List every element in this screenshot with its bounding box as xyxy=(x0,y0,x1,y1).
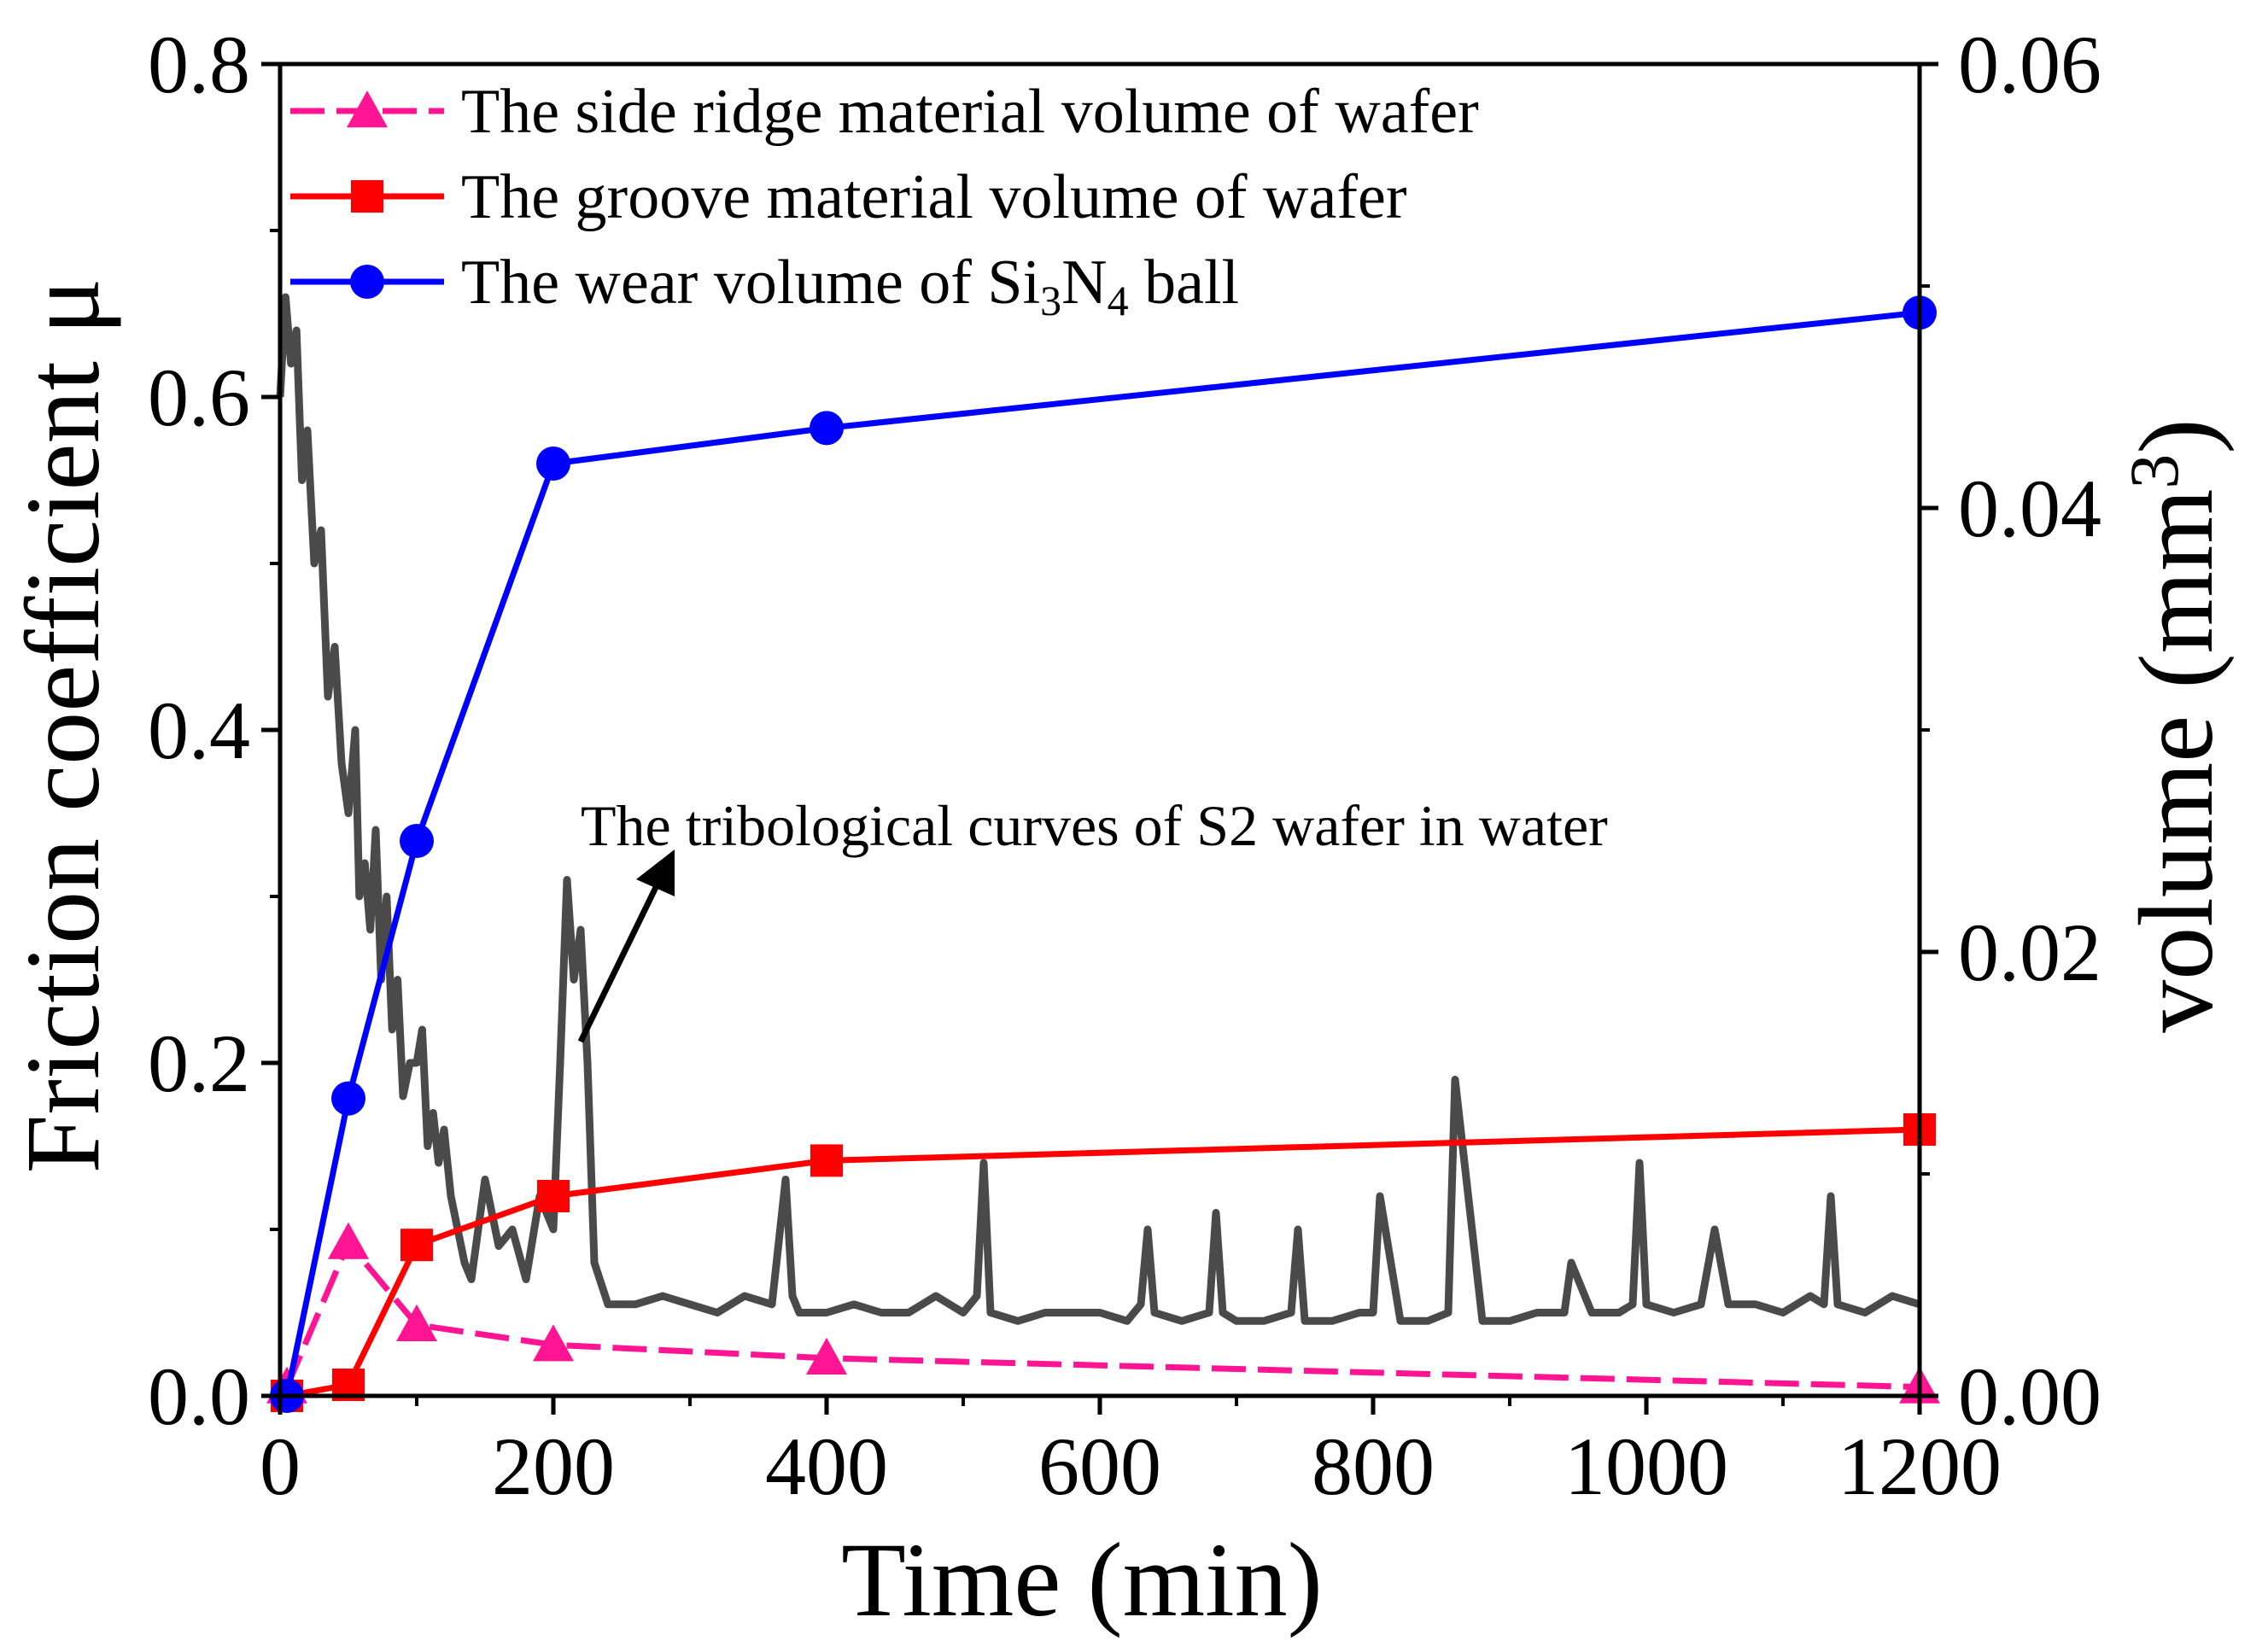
annotation-text: The tribological curves of S2 wafer in w… xyxy=(581,793,1608,858)
legend-label-2: The wear volume of Si3N4 ball xyxy=(461,248,1239,324)
axes-layer: 0 200 400 600 800 1000 1200 0.0 0.2 0.4 0.6 0.8 0.00… xyxy=(148,19,2101,1512)
friction-curve-layer xyxy=(276,293,1921,1325)
y-left-tick-label-4: 0.8 xyxy=(148,19,250,110)
series-0-point-3 xyxy=(533,1324,574,1362)
y-left-tick-label-1: 0.2 xyxy=(148,1018,250,1109)
legend-label-part: 3 xyxy=(1040,277,1061,324)
series-0-point-1 xyxy=(328,1222,369,1259)
series-1-point-4 xyxy=(810,1144,843,1177)
x-tick-label-4: 800 xyxy=(1312,1421,1435,1512)
annotation-layer: The tribological curves of S2 wafer in w… xyxy=(577,793,1608,1043)
legend-marker-2 xyxy=(350,265,384,299)
series-1-point-2 xyxy=(400,1229,433,1262)
y-right-title-sup: 3 xyxy=(2115,454,2193,489)
series-0-point-4 xyxy=(806,1337,847,1375)
x-axis-title: Time (min) xyxy=(841,1521,1323,1638)
series-2-point-1 xyxy=(331,1081,365,1116)
series-1-point-3 xyxy=(537,1180,570,1212)
x-tick-label-0: 0 xyxy=(260,1421,301,1512)
y-left-tick-label-0: 0.0 xyxy=(148,1351,250,1442)
legend: The side ridge material volume of wafer T… xyxy=(290,77,1479,324)
annotation-arrow-line xyxy=(577,873,665,1043)
y-axis-title-left: Friction coefficient μ xyxy=(4,278,121,1174)
legend-label-part: 4 xyxy=(1108,277,1129,324)
series-2-point-4 xyxy=(810,411,844,446)
legend-label-part: ball xyxy=(1129,248,1239,318)
legend-label-0: The side ridge material volume of wafer xyxy=(461,77,1479,147)
legend-label-part: N xyxy=(1061,248,1107,318)
series-0-point-2 xyxy=(396,1304,437,1341)
annotation-arrow-head xyxy=(636,849,675,896)
series-2-point-2 xyxy=(400,824,434,858)
series-line-2 xyxy=(284,309,1920,1397)
y-right-tick-label-2: 0.04 xyxy=(1958,463,2101,554)
y-axis-title-right: volume (mm3) xyxy=(2115,418,2235,1032)
y-right-tick-label-3: 0.06 xyxy=(1958,19,2101,110)
x-tick-label-5: 1000 xyxy=(1564,1421,1728,1512)
legend-label-1: The groove material volume of wafer xyxy=(461,162,1406,232)
legend-label-part: The wear volume of Si xyxy=(461,248,1040,318)
legend-marker-0 xyxy=(347,90,388,128)
y-right-tick-label-0: 0.00 xyxy=(1958,1351,2101,1442)
legend-marker-1 xyxy=(351,180,383,213)
axis-titles: Time (min) Friction coefficient μ volume… xyxy=(4,278,2235,1638)
y-left-tick-label-2: 0.4 xyxy=(148,685,250,776)
series-line-0 xyxy=(284,1240,1920,1391)
x-tick-label-3: 600 xyxy=(1038,1421,1161,1512)
series-2-point-3 xyxy=(536,447,570,481)
friction-curve xyxy=(276,293,1921,1325)
y-left-tick-label-3: 0.6 xyxy=(148,352,250,443)
y-right-title-prefix: volume (mm xyxy=(2118,489,2235,1033)
x-tick-label-1: 200 xyxy=(492,1421,615,1512)
y-right-tick-label-1: 0.02 xyxy=(1958,907,2101,998)
x-tick-label-2: 400 xyxy=(765,1421,888,1512)
x-tick-label-6: 1200 xyxy=(1838,1421,2002,1512)
y-right-title-suffix: ) xyxy=(2118,418,2235,453)
